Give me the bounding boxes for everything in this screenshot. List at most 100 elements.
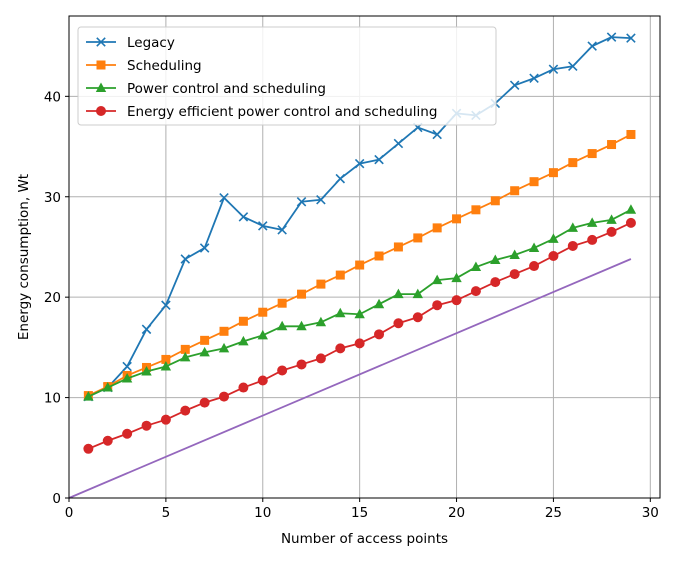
data-point [83, 443, 94, 454]
data-point [354, 308, 365, 319]
marker-stroke [606, 32, 617, 42]
legend-marker [96, 106, 106, 116]
data-point [180, 344, 190, 354]
y-axis-label: Energy consumption, Wt [16, 174, 32, 340]
data-point [548, 233, 559, 243]
x-tick-label: 30 [642, 505, 659, 521]
data-point [625, 217, 636, 228]
data-point [374, 329, 385, 340]
data-point [141, 365, 152, 376]
x-tick-label: 5 [162, 505, 171, 521]
data-point [509, 249, 520, 259]
data-point [490, 254, 501, 265]
marker-stroke [122, 361, 132, 372]
data-point [258, 221, 268, 231]
series-3 [83, 217, 636, 454]
data-point [587, 234, 598, 245]
data-point [199, 397, 210, 408]
data-point [412, 312, 423, 323]
data-point [374, 154, 384, 165]
data-point [452, 214, 462, 224]
data-point [587, 149, 597, 159]
data-point [219, 192, 229, 203]
legend-item: Legacy [86, 35, 175, 51]
marker-stroke [180, 254, 191, 264]
data-point [238, 335, 249, 346]
data-point [316, 279, 326, 289]
marker-stroke [219, 192, 229, 203]
plot-area [68, 32, 637, 499]
data-point [180, 405, 191, 416]
data-point [606, 32, 617, 42]
marker-stroke [393, 138, 404, 149]
data-point [335, 307, 346, 318]
legend-label: Legacy [127, 35, 175, 51]
marker-stroke [277, 225, 287, 235]
marker-stroke [335, 173, 346, 184]
data-point [432, 300, 443, 311]
data-point [161, 300, 171, 310]
data-point [238, 316, 248, 326]
data-point [626, 33, 636, 43]
data-point [567, 222, 579, 232]
series-0 [83, 32, 636, 402]
y-tick-label: 10 [44, 391, 61, 407]
legend-marker [95, 82, 107, 92]
marker-stroke [432, 129, 442, 140]
data-point [335, 270, 345, 280]
legend: Legacy Scheduling Power control and schedu… [77, 26, 497, 126]
data-point [470, 261, 482, 272]
y-tick-label: 20 [44, 290, 61, 306]
data-point [161, 354, 171, 364]
data-point [432, 223, 442, 233]
y-tick-label: 0 [52, 491, 61, 507]
data-point [141, 420, 152, 431]
series-2 [83, 204, 637, 401]
data-point [548, 250, 559, 261]
series-1 [83, 129, 636, 401]
data-point [199, 346, 210, 357]
data-point [277, 365, 288, 376]
data-point [297, 289, 307, 299]
data-point [568, 158, 578, 168]
x-tick-label: 20 [448, 505, 465, 521]
data-point [510, 186, 520, 196]
data-point [199, 243, 210, 253]
data-point [219, 391, 230, 402]
data-point [160, 360, 172, 371]
x-tick-label: 10 [254, 505, 271, 521]
data-point [121, 373, 133, 383]
data-point [393, 318, 404, 329]
data-point [316, 194, 326, 205]
data-point [393, 242, 403, 252]
data-point [122, 428, 133, 439]
marker-stroke [354, 158, 365, 169]
data-point [296, 320, 307, 331]
marker-stroke [316, 194, 326, 205]
data-point [528, 242, 540, 252]
data-point [568, 61, 578, 71]
marker-stroke [548, 64, 559, 74]
data-point [354, 338, 365, 349]
legend-label: Energy efficient power control and sched… [127, 104, 437, 120]
data-point [606, 226, 617, 237]
data-point [122, 361, 132, 372]
data-point [470, 286, 481, 297]
data-point [413, 233, 423, 243]
data-point [200, 335, 210, 345]
data-point [296, 197, 307, 207]
data-point [548, 168, 558, 178]
marker-stroke [141, 324, 152, 335]
marker-stroke [626, 33, 636, 43]
data-point [83, 391, 94, 401]
plot-frame [68, 15, 661, 499]
data-point [102, 382, 113, 392]
x-tick-label: 25 [545, 505, 562, 521]
marker-stroke [529, 73, 539, 84]
data-point [219, 326, 229, 336]
data-point [490, 196, 500, 206]
data-point [180, 254, 191, 264]
data-point [257, 375, 268, 386]
data-point [102, 435, 113, 446]
